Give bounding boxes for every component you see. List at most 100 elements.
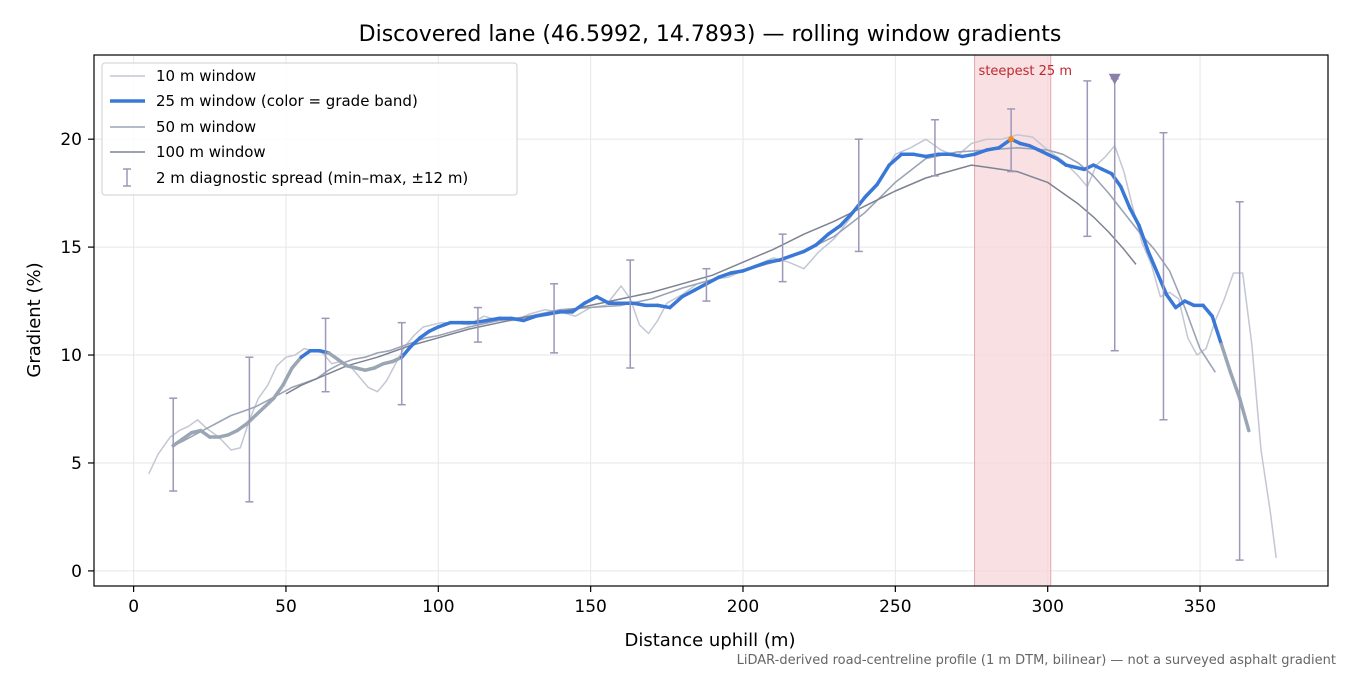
- series-segment-w25: [875, 163, 891, 187]
- legend-label-w50: 50 m window: [156, 118, 256, 136]
- spread-bar: [626, 259, 635, 369]
- legend-label-spread: 2 m diagnostic spread (min–max, ±12 m): [156, 169, 468, 187]
- series-line-w100: [285, 164, 1137, 395]
- chart-title: Discovered lane (46.5992, 14.7893) — rol…: [359, 22, 1062, 47]
- series-segment-w25: [582, 295, 599, 305]
- spread-bar: [778, 233, 787, 283]
- series-segment-w25: [594, 295, 611, 305]
- spread-bar: [1235, 201, 1244, 561]
- series-segment-w25: [1228, 370, 1242, 400]
- spread-bar: [245, 356, 254, 503]
- series-segment-w25: [924, 152, 940, 159]
- y-tick-label: 15: [60, 238, 82, 258]
- series-line-w10: [148, 134, 1277, 558]
- series-segment-w25: [789, 249, 806, 258]
- series-segment-w25: [1173, 299, 1187, 310]
- series-segment-w25: [984, 146, 1001, 152]
- series-segment-w25: [336, 357, 349, 368]
- y-tick-label: 0: [71, 562, 82, 582]
- spread-bar: [321, 317, 330, 393]
- series-segment-w25: [1137, 223, 1150, 254]
- series-segment-w25: [244, 413, 258, 426]
- series-segment-w25: [290, 355, 303, 370]
- series-segment-w25: [521, 314, 538, 323]
- legend-label-w100: 100 m window: [156, 143, 266, 161]
- series-segment-w25: [326, 351, 340, 362]
- spread-bar: [1083, 80, 1092, 238]
- x-tick-label: 300: [1031, 597, 1063, 617]
- series-segment-w25: [281, 366, 294, 388]
- legend-box: [101, 62, 518, 196]
- markers: [1008, 73, 1121, 143]
- series-segment-w25: [863, 182, 879, 200]
- series-segment-w25: [235, 422, 249, 433]
- spread-bar: [702, 267, 711, 302]
- steepest-band-label: steepest 25 m: [979, 64, 1072, 79]
- footnote: LiDAR-derived road-centreline profile (1…: [737, 653, 1336, 668]
- peak-dot: [1008, 136, 1015, 143]
- series-segment-w25: [692, 282, 709, 293]
- series-segment-w25: [418, 329, 431, 340]
- series-segment-w25: [1109, 171, 1123, 189]
- y-axis-label: Gradient (%): [24, 262, 45, 377]
- spread-bar: [169, 397, 178, 492]
- spread-bar: [397, 321, 406, 406]
- max-spread-marker: [1108, 73, 1121, 85]
- series-segment-w25: [814, 232, 831, 247]
- series-segment-w25: [704, 275, 721, 286]
- series-segment-w25: [1128, 206, 1141, 228]
- x-tick-label: 350: [1184, 597, 1216, 617]
- series-segment-w25: [948, 152, 965, 159]
- series-segment-w25: [838, 210, 855, 228]
- series-segment-w25: [299, 348, 313, 359]
- series-segment-w25: [1055, 156, 1068, 167]
- y-tick-label: 20: [60, 130, 82, 150]
- series-segment-w25: [1164, 292, 1178, 310]
- spread-bar: [1159, 131, 1168, 421]
- series-segment-w25: [436, 320, 453, 329]
- legend: 10 m window 25 m window (color = grade b…: [101, 62, 518, 196]
- steepest-band: [974, 54, 1052, 587]
- spread-bar: [473, 306, 482, 343]
- series-segment-w25: [399, 344, 413, 359]
- series-segment-w25: [1219, 342, 1233, 375]
- series-segment-w25: [262, 396, 276, 409]
- series-segment-w25: [171, 437, 185, 448]
- spread-bar: [930, 119, 939, 177]
- series-segment-w25: [655, 303, 672, 310]
- series-segment-w25: [409, 336, 422, 349]
- series-segment-w25: [1155, 271, 1169, 297]
- series-segment-w25: [631, 301, 648, 308]
- series-lines: [148, 134, 1277, 558]
- legend-label-w10: 10 m window: [156, 67, 256, 85]
- series-segment-w25: [534, 312, 550, 318]
- spread-bar: [854, 138, 863, 253]
- x-axis-ticks: 0 50 100 150 200 250 300 350: [128, 586, 1216, 617]
- series-segment-w25: [777, 253, 794, 262]
- x-tick-label: 200: [727, 597, 759, 617]
- series-segment-w25: [1146, 249, 1160, 275]
- diagnostic-spread-bars: [169, 77, 1244, 561]
- legend-swatch-spread: [123, 168, 131, 187]
- series-segment-w25: [911, 152, 928, 159]
- series-segment-w25: [1119, 184, 1132, 211]
- series-segment-w25: [509, 316, 526, 323]
- series-segment-w25: [741, 264, 757, 273]
- y-axis-ticks: 0 5 10 15 20: [60, 130, 94, 582]
- x-tick-label: 250: [879, 597, 911, 617]
- series-segment-w25: [1237, 396, 1251, 433]
- x-axis-label: Distance uphill (m): [625, 630, 796, 651]
- series-segment-w25: [198, 428, 212, 439]
- series-segment-w25: [272, 383, 285, 400]
- series-segment-w25: [253, 405, 267, 418]
- plot-frame: [93, 54, 1329, 587]
- series-segment-w25: [753, 260, 770, 269]
- series-segment-w25: [485, 316, 501, 323]
- series-segment-w25: [765, 258, 782, 264]
- series-segment-w25: [716, 271, 733, 280]
- series-segment-w25: [960, 152, 977, 159]
- legend-label-w25: 25 m window (color = grade band): [156, 92, 418, 110]
- spread-bar: [550, 283, 559, 354]
- series-segment-w25: [729, 269, 745, 275]
